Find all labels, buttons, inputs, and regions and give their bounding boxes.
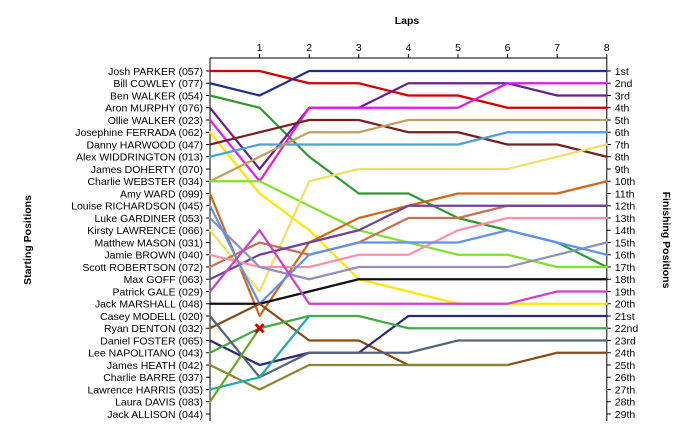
finishing-position-label: 2nd	[615, 78, 633, 90]
starting-position-label: Charlie BARRE (037)	[103, 372, 203, 384]
finishing-position-label: 24th	[615, 348, 636, 360]
x-tick-label: 5	[455, 42, 461, 54]
starting-position-label: Matthew MASON (031)	[94, 237, 203, 249]
starting-position-label: Josephine FERRADA (062)	[75, 127, 203, 139]
finishing-position-label: 23rd	[615, 335, 636, 347]
finishing-position-label: 27th	[615, 384, 636, 396]
starting-position-label: Casey MODELL (020)	[100, 311, 203, 323]
x-tick-label: 6	[505, 42, 511, 54]
x-tick-label: 4	[405, 42, 411, 54]
finishing-position-label: 1st	[615, 66, 629, 78]
finishing-position-label: 10th	[615, 176, 636, 188]
starting-position-label: Ryan DENTON (032)	[104, 323, 203, 335]
starting-position-label: James DOHERTY (070)	[91, 164, 203, 176]
starting-position-label: Laura DAVIS (083)	[115, 397, 203, 409]
finishing-position-label: 28th	[615, 397, 636, 409]
position-line	[208, 94, 608, 269]
x-tick-label: 7	[554, 42, 560, 54]
x-axis-title: Laps	[395, 15, 420, 27]
position-line	[208, 131, 608, 305]
starting-position-label: Scott ROBERTSON (072)	[82, 262, 203, 274]
x-tick-label: 2	[306, 42, 312, 54]
finishing-position-label: 18th	[615, 274, 636, 286]
starting-position-label: Jamie BROWN (040)	[104, 250, 203, 262]
markers	[254, 323, 265, 334]
position-lines	[208, 69, 608, 403]
starting-position-label: Lee NAPOLITANO (043)	[88, 348, 203, 360]
finishing-position-label: 5th	[615, 115, 630, 127]
finishing-position-label: 19th	[615, 286, 636, 298]
starting-position-label: Jack ALLISON (044)	[107, 409, 203, 421]
starting-position-label: Alex WIDDRINGTON (013)	[76, 152, 203, 164]
position-line	[208, 118, 608, 183]
finishing-position-label: 29th	[615, 409, 636, 421]
retired-marker-stroke	[254, 323, 265, 334]
finishing-position-label: 16th	[615, 250, 636, 262]
position-line	[208, 302, 608, 367]
starting-position-label: Josh PARKER (057)	[108, 66, 203, 78]
finishing-position-label: 12th	[615, 201, 636, 213]
starting-position-label: Ben WALKER (054)	[110, 90, 203, 102]
starting-position-label: Max GOFF (063)	[124, 274, 203, 286]
position-line	[208, 204, 608, 305]
starting-position-label: Danny HARWOOD (047)	[86, 139, 203, 151]
starting-position-label: Louise RICHARDSON (045)	[71, 201, 203, 213]
position-line	[208, 69, 608, 109]
starting-position-label: Patrick GALE (029)	[113, 286, 203, 298]
starting-position-label: Aron MURPHY (076)	[105, 103, 203, 115]
position-line	[208, 229, 608, 305]
finishing-position-label: 26th	[615, 372, 636, 384]
starting-position-label: Amy WARD (099)	[120, 188, 203, 200]
finishing-position-label: 9th	[615, 164, 630, 176]
finishing-position-label: 22nd	[615, 323, 639, 335]
position-line	[208, 363, 509, 391]
position-line	[208, 278, 608, 305]
starting-position-label: Daniel FOSTER (065)	[100, 335, 203, 347]
starting-position-label: Lawrence HARRIS (035)	[87, 384, 203, 396]
retired-marker	[254, 323, 265, 334]
position-line	[208, 314, 608, 354]
finishing-position-label: 21st	[615, 311, 635, 323]
starting-position-label: Charlie WEBSTER (034)	[87, 176, 203, 188]
position-line	[208, 216, 608, 269]
finishing-position-label: 13th	[615, 213, 636, 225]
position-line	[208, 314, 608, 379]
starting-position-label: Kirsty LAWRENCE (066)	[87, 225, 203, 237]
finishing-position-label: 3rd	[615, 90, 630, 102]
right-axis-title: Finishing Positions	[660, 192, 672, 289]
finishing-position-label: 7th	[615, 139, 630, 151]
position-line	[208, 69, 608, 97]
position-line	[208, 204, 608, 281]
position-line	[208, 216, 608, 281]
x-tick-label: 1	[257, 42, 263, 54]
x-tick-label: 3	[356, 42, 362, 54]
finishing-position-label: 4th	[615, 103, 630, 115]
starting-position-label: James HEATH (042)	[107, 360, 203, 372]
position-line	[208, 314, 608, 367]
finishing-position-label: 6th	[615, 127, 630, 139]
left-axis-title: Starting Positions	[22, 195, 34, 285]
position-line	[208, 118, 608, 158]
finishing-position-label: 14th	[615, 225, 636, 237]
axis-labels: 1 2 3 4 5 6 7 8 Josh PARKER (057)Bill COWLEY (07…	[71, 42, 638, 421]
position-line	[208, 131, 608, 158]
starting-position-label: Bill COWLEY (077)	[113, 78, 203, 90]
starting-position-label: Jack MARSHALL (048)	[95, 299, 203, 311]
position-line	[208, 327, 261, 403]
finishing-position-label: 20th	[615, 299, 636, 311]
position-line	[208, 82, 608, 183]
starting-position-label: Luke GARDINER (053)	[94, 213, 203, 225]
finishing-position-label: 11th	[615, 188, 635, 200]
x-tick-label: 8	[604, 42, 610, 54]
position-line	[208, 314, 311, 391]
finishing-position-label: 17th	[615, 262, 636, 274]
finishing-position-label: 8th	[615, 152, 630, 164]
finishing-position-label: 25th	[615, 360, 636, 372]
finishing-position-label: 15th	[615, 237, 636, 249]
starting-position-label: Ollie WALKER (023)	[108, 115, 203, 127]
